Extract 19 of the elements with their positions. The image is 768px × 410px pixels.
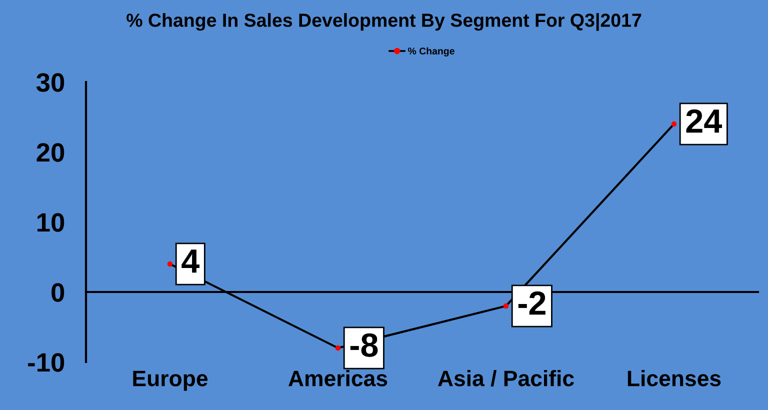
y-tick-label: 30 bbox=[36, 73, 64, 92]
data-label: -2 bbox=[518, 291, 546, 315]
y-tick-label: 0 bbox=[52, 283, 64, 302]
data-label: 24 bbox=[686, 109, 722, 133]
point bbox=[671, 121, 677, 127]
x-tick-label: Asia / Pacific bbox=[438, 370, 574, 387]
x-tick-label: Americas bbox=[288, 370, 388, 386]
point bbox=[335, 345, 341, 351]
y-tick-label: -10 bbox=[28, 353, 64, 372]
y-tick-label: 10 bbox=[37, 213, 64, 232]
data-label: 4 bbox=[182, 250, 200, 273]
y-tick-label: 20 bbox=[36, 143, 64, 162]
data-label: -8 bbox=[350, 333, 378, 357]
legend-label: % Change bbox=[408, 47, 454, 56]
point bbox=[167, 261, 173, 267]
x-tick-label: Europe bbox=[133, 370, 208, 391]
x-tick-label: Licenses bbox=[628, 370, 721, 386]
point bbox=[503, 303, 509, 309]
chart-title: % Change In Sales Development By Segment For Q3|2017 bbox=[126, 13, 642, 31]
